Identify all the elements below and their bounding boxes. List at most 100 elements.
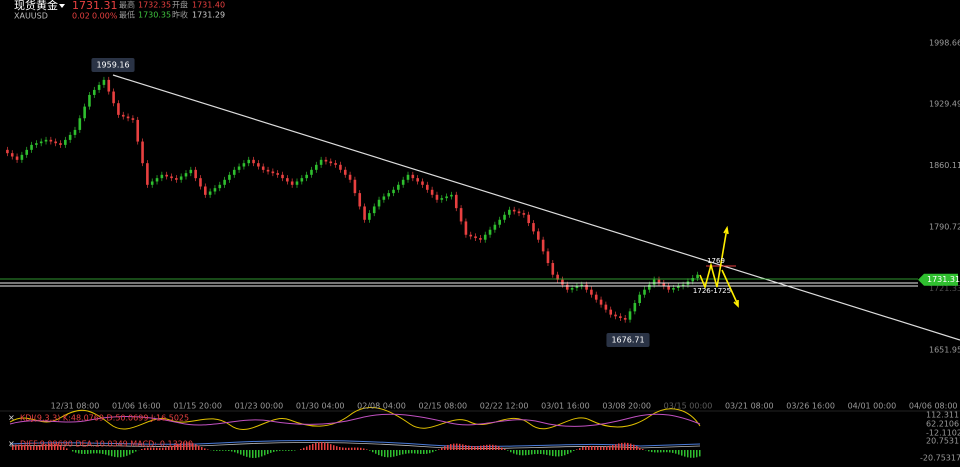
- close-icon[interactable]: ✕: [8, 440, 15, 449]
- macd-bar: [540, 450, 542, 455]
- annotation-box: [91, 58, 135, 72]
- macd-bar: [156, 447, 158, 450]
- macd-bar: [273, 450, 275, 452]
- candle: [459, 208, 463, 222]
- macd-bar: [681, 450, 683, 456]
- macd-bar: [258, 450, 260, 458]
- macd-bar: [618, 443, 620, 450]
- prev: 1731.29: [192, 11, 225, 20]
- candle: [517, 211, 521, 214]
- candle: [83, 106, 86, 119]
- macd-bar: [585, 446, 587, 450]
- macd-legend: DIFF:9.99690 DEA:10.0349 MACD:-0.13200: [20, 440, 193, 449]
- candle: [150, 181, 154, 185]
- macd-bar: [381, 450, 383, 457]
- candle: [483, 234, 487, 240]
- date-tick-label: 02/15 08:00: [418, 402, 467, 411]
- candle: [599, 299, 603, 305]
- candle: [141, 141, 144, 164]
- close-icon[interactable]: ✕: [8, 414, 15, 423]
- macd-bar: [588, 446, 590, 450]
- macd-bar: [690, 450, 692, 458]
- forecast-label: 1726-1725: [693, 287, 731, 295]
- macd-bar: [684, 450, 686, 457]
- macd-bar: [198, 445, 200, 450]
- price-tick-label: 1929.49: [929, 100, 960, 109]
- candle: [189, 169, 193, 174]
- macd-bar: [384, 450, 386, 457]
- macd-bar: [93, 450, 95, 454]
- candle: [368, 213, 371, 220]
- candle: [54, 141, 57, 144]
- macd-line: [9, 440, 701, 448]
- macd-bar: [219, 450, 221, 451]
- macd-bar: [177, 443, 179, 450]
- candle: [20, 154, 24, 160]
- macd-bar: [249, 450, 251, 458]
- macd-bar: [267, 450, 269, 455]
- macd-bar: [255, 450, 257, 458]
- macd-bar: [642, 449, 644, 450]
- candle: [170, 176, 173, 179]
- candle: [353, 179, 357, 194]
- candle: [175, 178, 178, 180]
- macd-bar: [513, 450, 515, 454]
- candle: [551, 263, 555, 275]
- macd-bar: [324, 442, 326, 450]
- candle: [512, 209, 516, 212]
- candle: [628, 311, 632, 320]
- macd-bar: [453, 443, 455, 450]
- candle: [339, 164, 342, 170]
- macd-bar: [279, 450, 281, 451]
- macd-bar: [483, 445, 485, 450]
- macd-bar: [597, 446, 599, 450]
- macd-scale: -20.75317: [920, 454, 960, 463]
- candle: [590, 289, 593, 295]
- candle: [315, 164, 318, 170]
- candle: [464, 221, 468, 235]
- macd-bar: [675, 450, 677, 454]
- candle: [179, 176, 183, 180]
- macd-bar: [288, 450, 290, 451]
- price-tag: [918, 273, 958, 286]
- macd-bar: [285, 450, 287, 451]
- macd-bar: [90, 450, 92, 454]
- macd-bar: [144, 448, 146, 450]
- macd-bar: [531, 450, 533, 455]
- macd-bar: [201, 447, 203, 450]
- candle: [324, 159, 328, 162]
- macd-bar: [438, 449, 440, 450]
- candle: [430, 189, 434, 195]
- dropdown-icon[interactable]: [59, 4, 65, 8]
- candle: [416, 178, 419, 182]
- macd-bar: [99, 450, 101, 454]
- candle: [570, 288, 574, 290]
- symbol[interactable]: 现货黄金: [14, 0, 58, 12]
- candle: [59, 143, 62, 145]
- macd-bar: [417, 450, 419, 454]
- price-tag-label: 1731.31: [927, 275, 960, 284]
- macd-bar: [159, 447, 161, 450]
- macd-bar: [204, 448, 206, 450]
- macd-bar: [402, 450, 404, 455]
- macd-bar: [222, 450, 224, 451]
- candle: [310, 169, 313, 175]
- macd-bar: [474, 446, 476, 450]
- candle: [575, 286, 579, 289]
- candle: [64, 139, 67, 145]
- macd-bar: [72, 450, 74, 452]
- candle: [97, 84, 101, 90]
- open: 1731.40: [192, 1, 225, 10]
- macd-bar: [24, 445, 26, 450]
- candle: [112, 91, 115, 104]
- macd-bar: [537, 450, 539, 454]
- macd-bar: [699, 450, 701, 457]
- macd-bar: [234, 450, 236, 453]
- macd-bar: [393, 450, 395, 457]
- macd-bar: [570, 450, 572, 453]
- candle: [474, 236, 477, 239]
- annotation-box: [606, 333, 650, 347]
- macd-bar: [399, 450, 401, 456]
- macd-bar: [108, 450, 110, 456]
- macd-bar: [666, 450, 668, 453]
